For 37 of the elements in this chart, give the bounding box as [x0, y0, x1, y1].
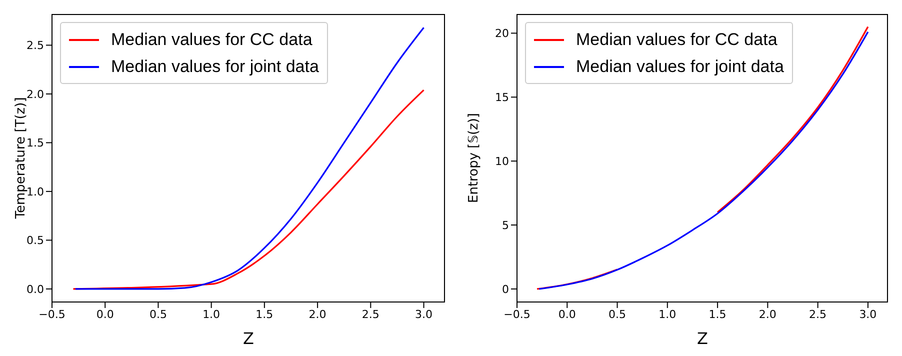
- x-tick-label: 1.5: [708, 308, 726, 321]
- x-tick-label: 0.0: [96, 308, 114, 321]
- legend-label: Median values for CC data: [111, 29, 312, 51]
- legend-label: Median values for joint data: [111, 56, 319, 78]
- y-tick-label: 2.0: [26, 88, 44, 101]
- y-axis-title: Temperature [T(z)]: [14, 97, 29, 220]
- y-tick-label: 10: [495, 154, 509, 168]
- y-tick-label: 0: [502, 282, 509, 296]
- x-tick-label: 2.5: [809, 308, 827, 321]
- x-tick-label: 1.0: [202, 308, 220, 321]
- y-tick-label: 20: [495, 27, 509, 40]
- y-tick-label: 1.5: [26, 136, 44, 150]
- line-series: [72, 89, 425, 290]
- x-tick-label: 1.5: [256, 308, 274, 321]
- y-tick-label: 5: [502, 218, 509, 232]
- y-tick-label: 0.5: [26, 234, 44, 248]
- line-series: [74, 26, 425, 290]
- y-tick-label: 2.5: [26, 39, 44, 52]
- x-tick-label: 0.0: [558, 308, 576, 321]
- y-axis-title: Entropy [𝕊(z)]: [466, 112, 482, 204]
- x-tick-label: 1.0: [658, 308, 676, 321]
- legend-label: Median values for CC data: [576, 29, 778, 51]
- y-tick-label: 0.0: [26, 282, 44, 296]
- x-tick-label: 3.0: [415, 308, 433, 321]
- x-tick-label: −0.5: [38, 308, 66, 321]
- y-tick-label: 15: [495, 91, 509, 104]
- x-tick-label: −0.5: [504, 308, 530, 321]
- x-tick-label: 2.0: [758, 308, 776, 321]
- y-tick-label: 1.0: [26, 185, 44, 198]
- legend-label: Median values for joint data: [576, 56, 784, 78]
- x-tick-label: 2.0: [308, 308, 326, 321]
- x-tick-label: 3.0: [859, 308, 877, 321]
- x-axis-title: Z: [243, 329, 254, 348]
- x-tick-label: 2.5: [362, 308, 380, 321]
- x-tick-label: 0.5: [608, 308, 626, 321]
- x-tick-label: 0.5: [149, 308, 167, 321]
- x-axis-title: Z: [697, 329, 708, 348]
